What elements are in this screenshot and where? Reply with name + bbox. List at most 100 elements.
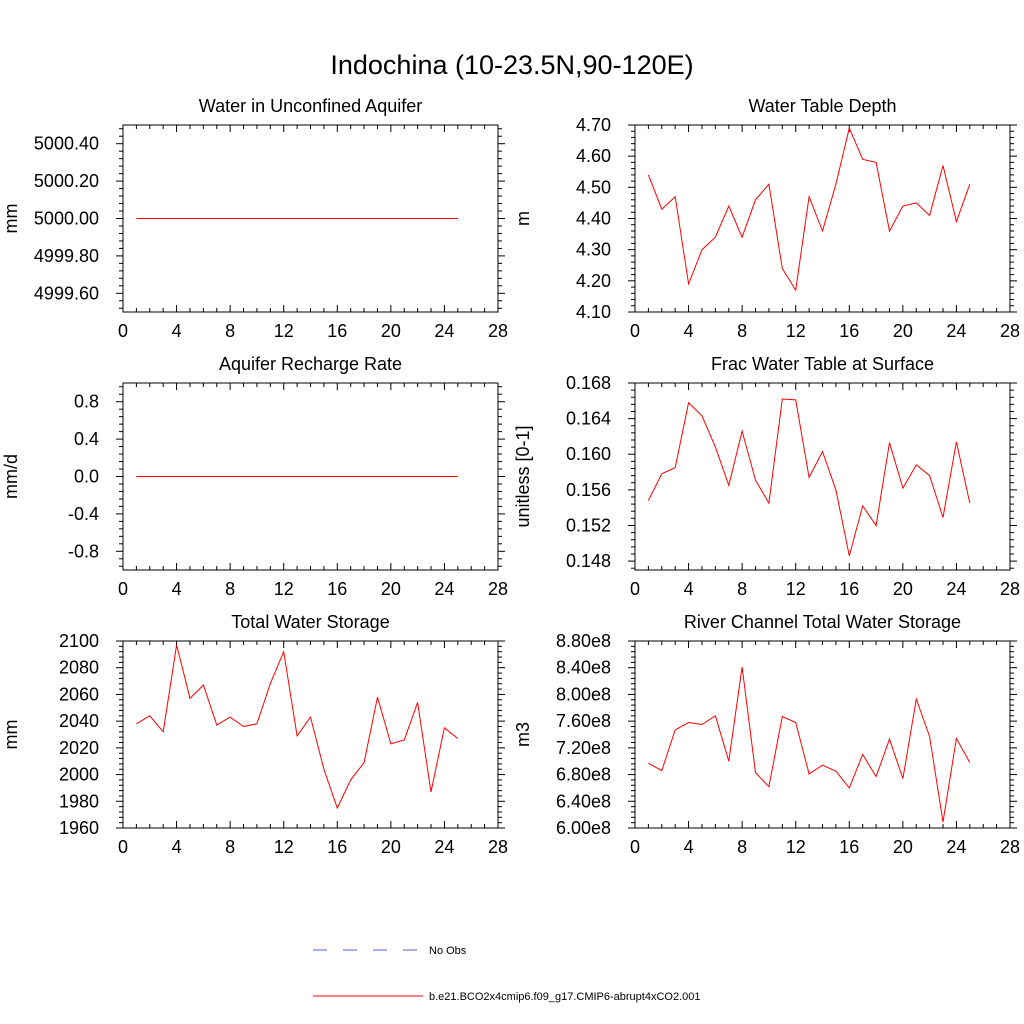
y-tick-label: 0.164: [566, 409, 611, 429]
panel-title: Water Table Depth: [748, 96, 896, 116]
panels: Water in Unconfined Aquifer mm 0 4 8 12 16 20 24…: [1, 96, 1020, 857]
x-tick-label: 20: [893, 321, 913, 341]
y-tick-label: 0.4: [74, 429, 99, 449]
y-tick-label: 4.20: [576, 271, 611, 291]
plot-frame: [634, 124, 1011, 313]
series-line: [648, 666, 971, 823]
y-axis-label: mm/d: [1, 454, 21, 499]
x-tick-label: 28: [1000, 321, 1020, 341]
x-tick-label: 24: [434, 579, 454, 599]
y-tick-label: -0.8: [68, 541, 99, 561]
x-tick-label: 20: [381, 321, 401, 341]
series-line: [647, 126, 971, 292]
x-tick-label: 28: [488, 579, 508, 599]
panel-2: Water Table Depth m 0 4 8 12 16 20 24 28 4.10 4.20 4…: [513, 96, 1020, 341]
panel-title: Frac Water Table at Surface: [711, 354, 934, 374]
y-tick-label: 5000.40: [34, 134, 99, 154]
panel-5: Total Water Storage mm 0 4 8 12 16 20 24 28 1960 19…: [1, 612, 508, 857]
y-tick-label: 5000.20: [34, 171, 99, 191]
y-tick-label: 8.80e8: [556, 631, 611, 651]
y-tick-label: 4.50: [576, 177, 611, 197]
y-tick-label: 0.160: [566, 444, 611, 464]
x-tick-label: 8: [737, 579, 747, 599]
legend-label-no-obs: No Obs: [429, 945, 467, 957]
x-tick-label: 0: [118, 321, 128, 341]
y-tick-label: 0.168: [566, 373, 611, 393]
series-line: [647, 398, 971, 556]
x-tick-label: 16: [839, 579, 859, 599]
y-tick-label: 2020: [59, 738, 99, 758]
x-tick-label: 12: [786, 579, 806, 599]
x-tick-label: 4: [172, 579, 182, 599]
x-tick-label: 4: [684, 321, 694, 341]
y-tick-label: 8.00e8: [556, 684, 611, 704]
x-tick-label: 20: [381, 837, 401, 857]
x-tick-label: 12: [274, 321, 294, 341]
y-axis-label: m: [513, 211, 533, 226]
x-tick-label: 8: [225, 837, 235, 857]
plot-frame: [122, 640, 499, 829]
x-tick-label: 12: [786, 837, 806, 857]
legend-label-model: b.e21.BCO2x4cmip6.f09_g17.CMIP6-abrupt4x…: [429, 991, 701, 1003]
y-tick-label: 7.60e8: [556, 711, 611, 731]
x-tick-label: 24: [434, 837, 454, 857]
y-tick-label: 6.40e8: [556, 791, 611, 811]
x-tick-label: 16: [839, 837, 859, 857]
panel-title: Water in Unconfined Aquifer: [199, 96, 422, 116]
y-tick-label: 1960: [59, 818, 99, 838]
x-tick-label: 8: [225, 321, 235, 341]
y-tick-label: 5000.00: [34, 209, 99, 229]
y-tick-label: 0.152: [566, 515, 611, 535]
x-tick-label: 24: [946, 321, 966, 341]
y-axis-label: mm: [1, 720, 21, 750]
x-tick-label: 28: [488, 837, 508, 857]
x-tick-label: 0: [118, 579, 128, 599]
x-tick-label: 8: [737, 837, 747, 857]
y-axis-label: m3: [513, 722, 533, 747]
y-tick-label: 2060: [59, 684, 99, 704]
x-tick-label: 0: [630, 321, 640, 341]
panel-title: River Channel Total Water Storage: [684, 612, 961, 632]
x-tick-label: 4: [684, 837, 694, 857]
plot-frame: [634, 640, 1011, 829]
x-tick-label: 20: [381, 579, 401, 599]
x-tick-label: 0: [630, 837, 640, 857]
x-tick-label: 4: [172, 837, 182, 857]
panel-4: Frac Water Table at Surface unitless [0-1…: [513, 354, 1020, 599]
y-tick-label: 4999.60: [34, 283, 99, 303]
x-tick-label: 28: [1000, 837, 1020, 857]
x-tick-label: 12: [786, 321, 806, 341]
x-tick-label: 24: [434, 321, 454, 341]
x-tick-label: 4: [684, 579, 694, 599]
y-tick-label: 6.80e8: [556, 765, 611, 785]
x-tick-label: 12: [274, 837, 294, 857]
x-tick-label: 28: [1000, 579, 1020, 599]
y-tick-label: 8.40e8: [556, 658, 611, 678]
x-tick-label: 8: [737, 321, 747, 341]
figure-title: Indochina (10-23.5N,90-120E): [330, 50, 693, 80]
series-line: [136, 644, 459, 810]
y-tick-label: 0.0: [74, 467, 99, 487]
y-tick-label: 0.148: [566, 551, 611, 571]
y-tick-label: 4.70: [576, 115, 611, 135]
y-tick-label: 6.00e8: [556, 818, 611, 838]
y-tick-label: 4.60: [576, 146, 611, 166]
panel-3: Aquifer Recharge Rate mm/d 0 4 8 12 16 20 24 28 -0…: [1, 354, 508, 599]
y-tick-label: 1980: [59, 791, 99, 811]
y-tick-label: 4.30: [576, 240, 611, 260]
plot-frame: [634, 382, 1011, 571]
x-tick-label: 20: [893, 837, 913, 857]
y-tick-label: 0.156: [566, 480, 611, 500]
y-tick-label: 4.10: [576, 302, 611, 322]
y-tick-label: 4999.80: [34, 246, 99, 266]
x-tick-label: 16: [839, 321, 859, 341]
panel-title: Total Water Storage: [231, 612, 389, 632]
y-tick-label: 0.8: [74, 392, 99, 412]
panel-title: Aquifer Recharge Rate: [219, 354, 402, 374]
y-tick-label: 2100: [59, 631, 99, 651]
x-tick-label: 0: [118, 837, 128, 857]
y-tick-label: 2040: [59, 711, 99, 731]
x-tick-label: 16: [327, 837, 347, 857]
y-tick-label: 2000: [59, 765, 99, 785]
